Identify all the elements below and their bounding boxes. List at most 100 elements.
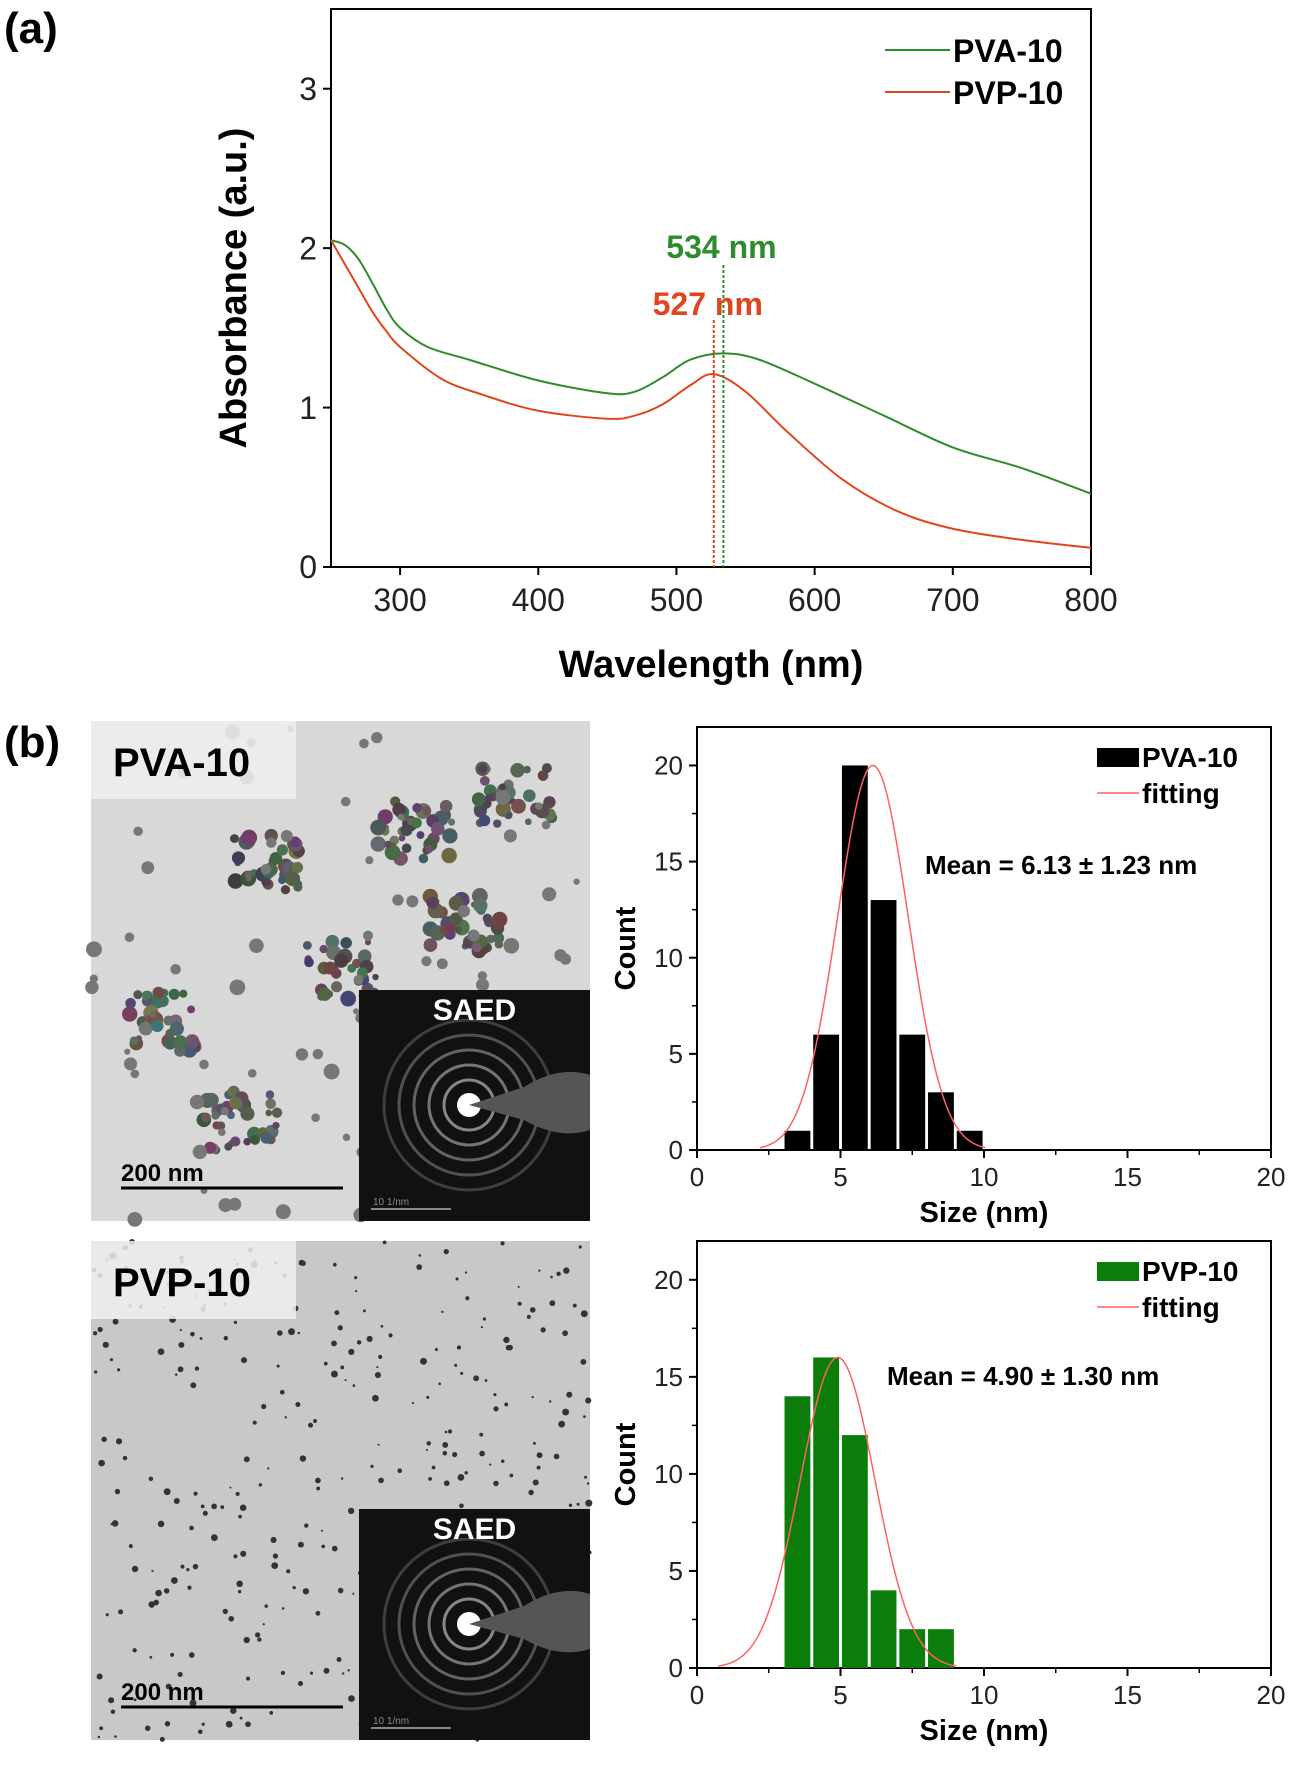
nanoparticle <box>233 1320 238 1325</box>
nanoparticle <box>151 1019 164 1033</box>
nanoparticle <box>240 1550 247 1557</box>
nanoparticle <box>105 1613 109 1617</box>
y-axis-label: Count <box>610 906 642 990</box>
nanoparticle <box>382 1240 387 1245</box>
nanoparticle <box>473 1375 480 1382</box>
nanoparticle <box>192 1563 199 1570</box>
nanoparticle <box>297 1331 301 1335</box>
nanoparticle <box>580 1358 587 1365</box>
nanoparticle <box>485 794 493 802</box>
x-tick-label: 20 <box>1257 1680 1286 1710</box>
nanoparticle <box>323 1361 328 1366</box>
nanoparticle <box>576 1502 580 1506</box>
nanoparticle <box>149 1011 156 1018</box>
x-axis-label: Size (nm) <box>920 1197 1049 1229</box>
nanoparticle <box>237 1589 242 1594</box>
nanoparticle <box>479 1450 485 1457</box>
nanoparticle <box>111 1520 119 1527</box>
y-tick-label: 0 <box>299 549 317 585</box>
nanoparticle <box>157 1520 165 1528</box>
nanoparticle <box>467 929 480 942</box>
nanoparticle <box>336 1656 342 1662</box>
nanoparticle <box>528 1489 534 1496</box>
nanoparticle <box>258 1483 263 1487</box>
nanoparticle <box>443 1248 449 1255</box>
nanoparticle <box>558 1420 566 1428</box>
peak-annotation: 527 nm <box>653 286 763 322</box>
legend-label: PVP-10 <box>953 75 1063 111</box>
nanoparticle <box>149 1655 153 1659</box>
legend-swatch <box>1097 748 1139 767</box>
nanoparticle <box>224 1142 233 1151</box>
nanoparticle <box>203 1141 217 1154</box>
nanoparticle <box>572 1303 577 1308</box>
nanoparticle <box>276 1364 280 1368</box>
legend-label: fitting <box>1142 1292 1220 1323</box>
nanoparticle <box>580 1310 588 1318</box>
nanoparticle <box>304 957 314 968</box>
nanoparticle <box>229 1486 232 1489</box>
nanoparticle <box>478 814 491 827</box>
nanoparticle <box>108 1697 115 1704</box>
nanoparticle <box>179 989 188 998</box>
nanoparticle <box>285 871 301 887</box>
peak-annotation: 534 nm <box>666 229 776 265</box>
nanoparticle <box>177 1366 184 1373</box>
nanoparticle <box>340 1365 345 1370</box>
x-tick-label: 400 <box>512 582 565 618</box>
nanoparticle <box>426 896 439 909</box>
saed-label: SAED <box>433 994 516 1027</box>
nanoparticle <box>210 1534 218 1542</box>
nanoparticle <box>321 1544 326 1549</box>
y-tick-label: 0 <box>669 1135 683 1165</box>
nanoparticle <box>295 1402 301 1407</box>
nanoparticle <box>503 829 517 843</box>
nanoparticle <box>281 1607 285 1610</box>
nanoparticle <box>348 1348 355 1355</box>
nanoparticle <box>364 939 372 946</box>
nanoparticle <box>316 1486 321 1491</box>
nanoparticle <box>442 828 458 844</box>
nanoparticle <box>489 1463 492 1466</box>
nanoparticle <box>261 877 271 887</box>
nanoparticle <box>202 1510 208 1516</box>
nanoparticle <box>384 840 392 849</box>
nanoparticle <box>101 1436 107 1443</box>
nanoparticle <box>362 930 374 941</box>
nanoparticle <box>323 1063 340 1080</box>
y-tick-label: 0 <box>669 1653 683 1683</box>
nanoparticle <box>110 1709 116 1714</box>
nanoparticle <box>114 1488 121 1495</box>
nanoparticle <box>421 806 432 816</box>
mean-annotation: Mean = 6.13 ± 1.23 nm <box>925 850 1197 880</box>
nanoparticle <box>536 1465 541 1470</box>
saed-scale-label: 10 1/nm <box>373 1716 409 1727</box>
nanoparticle <box>370 1464 374 1469</box>
x-axis-label: Wavelength (nm) <box>559 644 864 686</box>
nanoparticle <box>344 1379 347 1382</box>
nanoparticle <box>524 818 532 826</box>
nanoparticle <box>102 1341 109 1348</box>
nanoparticle <box>559 953 572 965</box>
nanoparticle <box>185 1034 200 1049</box>
nanoparticle <box>192 1144 208 1160</box>
y-tick-label: 15 <box>654 847 683 877</box>
mean-annotation: Mean = 4.90 ± 1.30 nm <box>887 1361 1159 1391</box>
plot-frame <box>330 8 1092 568</box>
legend-swatch <box>1097 1262 1139 1281</box>
nanoparticle <box>434 1348 438 1352</box>
nanoparticle <box>231 851 246 865</box>
nanoparticle <box>229 979 246 996</box>
nanoparticle <box>177 1671 183 1678</box>
nanoparticle <box>279 1389 285 1395</box>
nanoparticle <box>425 1448 428 1451</box>
nanoparticle <box>411 1402 414 1405</box>
nanoparticle <box>464 1271 468 1274</box>
nanoparticle <box>313 1419 317 1423</box>
nanoparticle <box>584 1475 588 1479</box>
nanoparticle <box>249 938 264 953</box>
nanoparticle <box>331 1545 338 1552</box>
scale-bar-label: 200 nm <box>121 1679 204 1706</box>
nanoparticle <box>194 1366 200 1371</box>
saed-label: SAED <box>433 1513 516 1546</box>
